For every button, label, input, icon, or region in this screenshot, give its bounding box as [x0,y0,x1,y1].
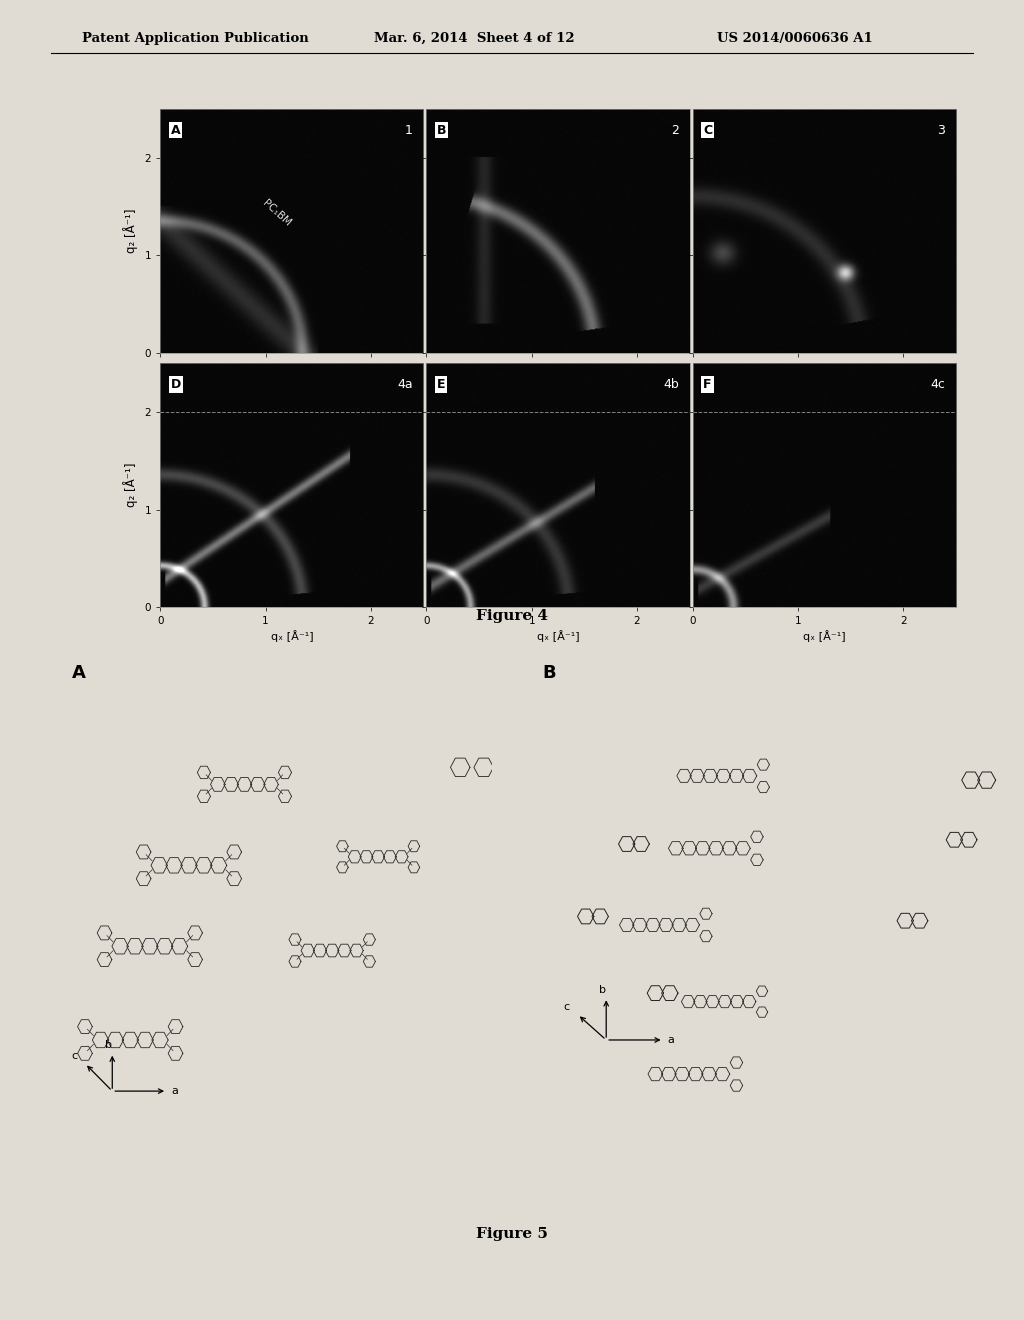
Text: Figure 5: Figure 5 [476,1228,548,1241]
Text: c: c [71,1051,77,1061]
Text: B: B [437,124,446,136]
Text: 3: 3 [938,124,945,136]
Text: Patent Application Publication: Patent Application Publication [82,32,308,45]
Text: 2: 2 [672,124,679,136]
Text: 4c: 4c [931,378,945,391]
Text: C: C [703,124,713,136]
X-axis label: qₓ [Å⁻¹]: qₓ [Å⁻¹] [803,631,846,643]
Text: F: F [703,378,712,391]
Text: c: c [563,1002,569,1012]
Text: 4b: 4b [664,378,679,391]
Text: D: D [171,378,181,391]
Text: A: A [72,664,86,682]
Y-axis label: q₂ [Å⁻¹]: q₂ [Å⁻¹] [123,209,137,253]
Text: b: b [104,1040,112,1051]
Text: b: b [599,985,605,995]
Text: US 2014/0060636 A1: US 2014/0060636 A1 [717,32,872,45]
Text: PC₁BM: PC₁BM [260,198,292,228]
Text: a: a [668,1035,675,1045]
Text: Mar. 6, 2014  Sheet 4 of 12: Mar. 6, 2014 Sheet 4 of 12 [374,32,574,45]
Text: A: A [171,124,180,136]
X-axis label: qₓ [Å⁻¹]: qₓ [Å⁻¹] [270,631,313,643]
X-axis label: qₓ [Å⁻¹]: qₓ [Å⁻¹] [537,631,580,643]
Text: Figure 4: Figure 4 [476,610,548,623]
Text: 1: 1 [406,124,413,136]
Text: 4a: 4a [397,378,413,391]
Text: E: E [437,378,445,391]
Text: a: a [171,1086,178,1096]
Text: B: B [543,664,556,682]
Y-axis label: q₂ [Å⁻¹]: q₂ [Å⁻¹] [123,463,137,507]
